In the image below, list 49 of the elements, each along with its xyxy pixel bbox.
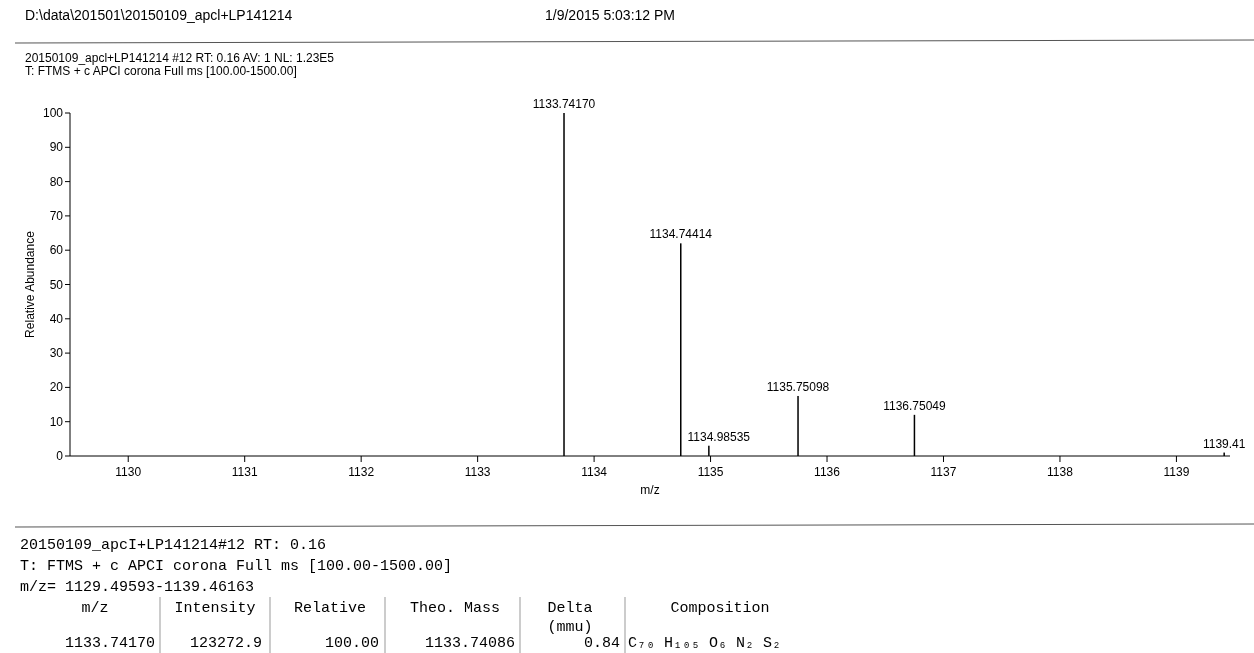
y-tick-label: 50 bbox=[49, 277, 64, 292]
text: 0.84 bbox=[583, 635, 620, 652]
text: Composition bbox=[670, 600, 770, 617]
x-axis-title: m/z bbox=[640, 483, 660, 497]
text: 1133.74170 bbox=[64, 635, 155, 652]
x-tick-label: 1136 bbox=[814, 465, 841, 479]
text: m/z= 1129.49593-1139.46163 bbox=[20, 579, 255, 596]
text: Delta bbox=[547, 600, 593, 617]
x-tick-label: 1137 bbox=[930, 465, 957, 479]
x-tick-label: 1132 bbox=[348, 465, 375, 479]
y-tick-label: 20 bbox=[49, 380, 64, 395]
annotation: 1135.75098 bbox=[766, 379, 830, 394]
text: 100.00 bbox=[324, 635, 379, 652]
x-tick-label: 1131 bbox=[231, 465, 258, 479]
annotation: 1134.74414 bbox=[649, 227, 713, 242]
x-tick-label: 1135 bbox=[697, 465, 724, 479]
text: C₇₀ H₁₀₅ O₆ N₂ S₂ bbox=[628, 635, 782, 652]
text: 1/9/2015 5:03:12 PM bbox=[545, 7, 675, 23]
x-tick-label: 1139 bbox=[1163, 465, 1190, 479]
y-tick-label: 70 bbox=[49, 208, 64, 223]
text: m/z bbox=[81, 600, 109, 617]
text: Relative bbox=[293, 600, 367, 617]
y-tick-label: 80 bbox=[49, 174, 64, 189]
annotation: 1136.75049 bbox=[883, 398, 947, 413]
text: 20150109_apcI+LP141214#12 RT: 0.16 bbox=[20, 537, 327, 554]
y-tick-label: 10 bbox=[49, 414, 64, 429]
text: 1133.74086 bbox=[424, 635, 515, 652]
text: T: FTMS + c APCI corona Full ms [100.00-1500.00] bbox=[20, 558, 453, 575]
y-tick-label: 30 bbox=[49, 346, 64, 361]
text: 123272.9 bbox=[189, 635, 262, 652]
text: Theo. Mass bbox=[409, 600, 501, 617]
chart-subtitle: T: FTMS + c APCI corona Full ms [100.00-1500.00] bbox=[25, 64, 297, 78]
y-axis-title: Relative Abundance bbox=[23, 230, 37, 338]
y-tick-label: 40 bbox=[49, 311, 64, 326]
annotation: 1133.74170 bbox=[532, 97, 596, 111]
annotation: 1139.41 bbox=[1202, 436, 1246, 451]
text: (mmu) bbox=[547, 619, 593, 636]
text: D:\data\201501\20150109_apcl+LP141214 bbox=[25, 7, 293, 23]
x-tick-label: 1138 bbox=[1047, 465, 1074, 479]
x-tick-label: 1134 bbox=[581, 465, 608, 479]
y-tick-label: 0 bbox=[56, 449, 64, 463]
y-tick-label: 90 bbox=[49, 140, 64, 155]
chart-title: 20150109_apcl+LP141214 #12 RT: 0.16 AV: 1 NL: 1.23E5 bbox=[25, 51, 335, 65]
text: Intensity bbox=[174, 600, 256, 617]
x-tick-label: 1133 bbox=[464, 465, 491, 479]
annotation: 1134.98535 bbox=[687, 429, 751, 444]
y-tick-label: 100 bbox=[42, 106, 64, 120]
y-tick-label: 60 bbox=[49, 243, 64, 258]
x-tick-label: 1130 bbox=[115, 465, 142, 479]
